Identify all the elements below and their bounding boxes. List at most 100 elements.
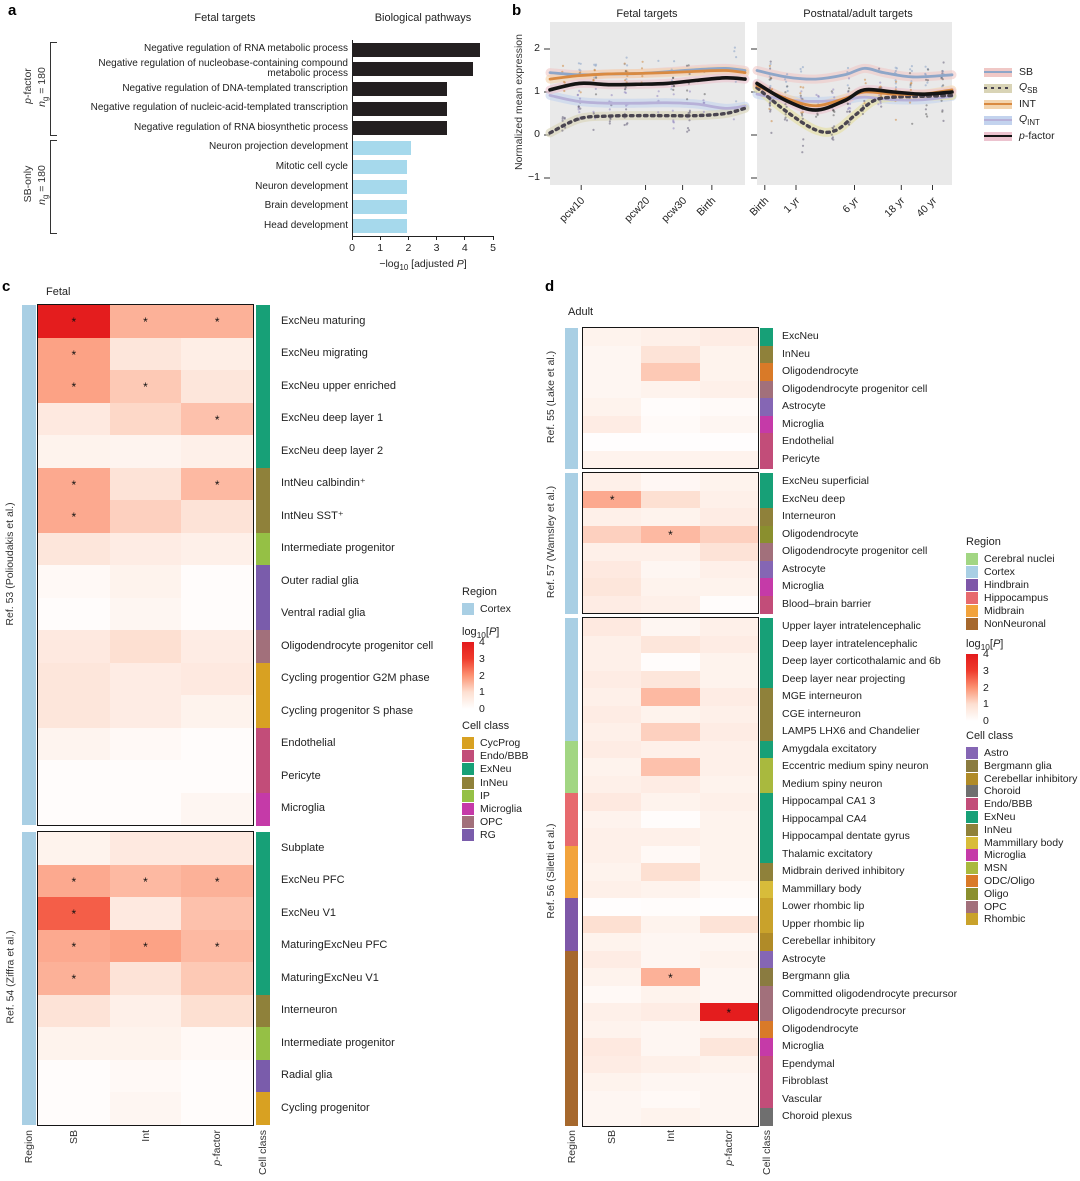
- significance-star: *: [214, 874, 220, 889]
- reference-label: Ref. 55 (Lake et al.): [545, 350, 557, 444]
- row-label: Microglia: [281, 802, 326, 815]
- heatmap-cell: [181, 1092, 254, 1125]
- class-legend-swatch: [462, 789, 474, 802]
- significance-star: *: [71, 477, 77, 492]
- class-legend-label: OPC: [480, 816, 503, 829]
- heatmap-cell: [583, 775, 642, 794]
- heatmap-cell: [38, 565, 111, 598]
- cell-class-strip-segment: [760, 618, 773, 636]
- region-legend-swatch: [966, 579, 978, 591]
- heatmap-cell: [641, 950, 701, 969]
- class-legend-label: Astro: [984, 747, 1009, 759]
- heatmap-cell: [699, 363, 759, 381]
- region-strip-segment: [565, 810, 578, 829]
- significance-star: *: [214, 315, 220, 330]
- heatmap-cell: [181, 305, 254, 338]
- region-strip-segment: [565, 525, 578, 544]
- class-legend-label: ExNeu: [984, 811, 1016, 823]
- significance-star: *: [726, 1005, 732, 1020]
- heatmap-cell: [109, 1027, 182, 1060]
- heatmap-cell: [583, 473, 642, 491]
- colorbar-tick-label: 1: [479, 686, 485, 699]
- class-legend-label: Bergmann glia: [984, 759, 1052, 772]
- heatmap-cell: [109, 337, 182, 371]
- heatmap-cell: [181, 994, 254, 1028]
- heatmap-cell: [641, 578, 701, 596]
- significance-star: *: [668, 528, 673, 543]
- reference-label: Ref. 56 (Siletti et al.): [545, 823, 557, 919]
- cell-class-strip-segment: [256, 500, 270, 533]
- cell-class-strip-segment: [256, 727, 270, 761]
- heatmap-cell: [641, 915, 701, 934]
- cell-class-strip-segment: [256, 532, 270, 566]
- cell-class-strip-segment: [760, 985, 773, 1004]
- cell-class-strip-segment: [760, 775, 773, 794]
- heatmap-cell: [641, 775, 701, 794]
- panel-a-header-biological-pathways: Biological pathways: [374, 12, 472, 24]
- significance-star: *: [214, 412, 220, 427]
- class-legend-label: OPC: [984, 900, 1007, 913]
- heatmap-cell: [699, 758, 759, 776]
- heatmap-cell: [181, 467, 254, 501]
- heatmap-cell: [641, 398, 701, 416]
- row-label: Amygdala excitatory: [782, 742, 877, 755]
- significance-star: *: [71, 972, 77, 987]
- group-label-n: ng = 180: [35, 165, 51, 205]
- heatmap-cell: [181, 402, 254, 436]
- row-label: Oligodendrocyte precursor: [782, 1005, 906, 1018]
- cell-class-strip-segment: [256, 1092, 270, 1125]
- cell-class-strip-segment: [256, 630, 270, 663]
- heatmap-cell: [38, 727, 111, 761]
- heatmap-cell: [699, 705, 759, 724]
- heatmap-cell: [109, 897, 182, 930]
- heatmap-cell: [583, 828, 642, 846]
- region-strip-segment: [565, 1038, 578, 1056]
- heatmap-cell: [109, 695, 182, 728]
- region-strip-segment: [565, 723, 578, 741]
- colorbar-tick-label: 3: [479, 652, 485, 665]
- heatmap-cell: [699, 560, 759, 579]
- cell-class-strip-segment: [760, 670, 773, 689]
- row-label: IntNeu SST⁺: [281, 509, 344, 522]
- class-legend-swatch: [462, 776, 474, 789]
- row-label: Hippocampal CA1 3: [782, 795, 876, 808]
- panel-b-y-tick-label: 1: [534, 85, 540, 97]
- panel-b-y-tick-label: 0: [534, 128, 540, 140]
- heatmap-cell: [699, 595, 759, 614]
- heatmap-cell: [38, 402, 111, 436]
- heatmap-cell: [699, 635, 759, 654]
- heatmap-cell: [583, 415, 642, 434]
- group-label: p-factor: [22, 68, 34, 104]
- cell-class-strip-segment: [760, 898, 773, 916]
- heatmap-cell: [109, 1059, 182, 1093]
- heatmap-cell: [583, 508, 642, 526]
- heatmap-cell: [641, 863, 701, 881]
- heatmap-cell: [699, 723, 759, 741]
- heatmap-cell: [699, 578, 759, 596]
- heatmap-cell: [38, 792, 111, 826]
- cell-class-strip-segment: [760, 1055, 773, 1074]
- cell-class-strip-segment: [256, 402, 270, 436]
- class-legend-swatch: [966, 811, 978, 823]
- class-legend-label: Microglia: [480, 803, 523, 815]
- colorbar-tick-label: 4: [479, 636, 485, 648]
- legend-swatch: [984, 83, 1012, 93]
- heatmap-cell: [699, 543, 759, 561]
- heatmap-cell: [109, 727, 182, 761]
- row-label: ExcNeu migrating: [281, 347, 368, 360]
- class-legend-label: ODC/Oligo: [984, 875, 1035, 887]
- cell-class-strip-segment: [256, 305, 270, 338]
- class-legend-label: InNeu: [984, 823, 1013, 836]
- significance-star: *: [143, 380, 148, 395]
- scale-legend-title: log10[P]: [462, 626, 500, 641]
- row-label: Microglia: [782, 580, 825, 593]
- panel-b-y-tick-label: 2: [534, 42, 540, 54]
- colorbar: [462, 642, 474, 709]
- row-label: Mammillary body: [782, 882, 862, 895]
- cell-class-strip-segment: [760, 740, 773, 759]
- class-legend-label: RG: [480, 829, 496, 842]
- panel-c-title: Fetal: [46, 286, 71, 298]
- heatmap-cell: [181, 792, 254, 826]
- heatmap-cell: [38, 630, 111, 663]
